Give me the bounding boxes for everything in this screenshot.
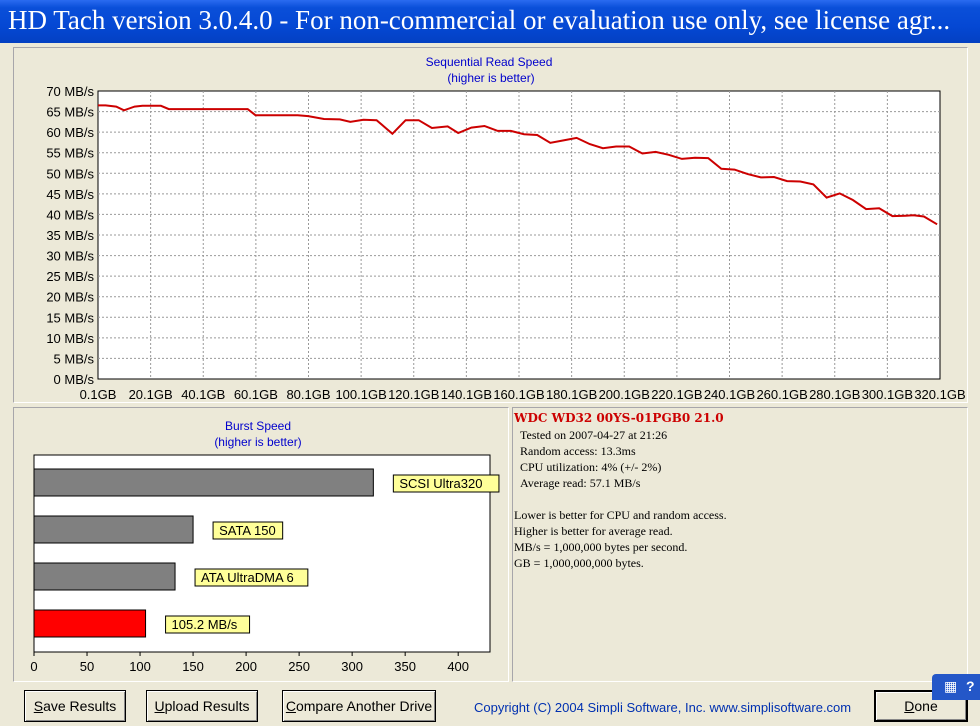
seq-chart-subtitle: (higher is better) xyxy=(447,71,534,85)
title-bar[interactable]: HD Tach version 3.0.4.0 - For non-commer… xyxy=(0,0,980,43)
seq-x-tick-label: 20.1GB xyxy=(129,387,173,402)
burst-bar-label: SCSI Ultra320 xyxy=(399,476,482,491)
info-cpu-utilization: CPU utilization: 4% (+/- 2%) xyxy=(520,460,662,474)
seq-x-tick-label: 200.1GB xyxy=(599,387,650,402)
note-higher-better: Higher is better for average read. xyxy=(514,524,673,538)
seq-x-tick-label: 100.1GB xyxy=(335,387,386,402)
seq-x-tick-label: 140.1GB xyxy=(441,387,492,402)
burst-bar-label: ATA UltraDMA 6 xyxy=(201,570,294,585)
seq-x-tick-label: 120.1GB xyxy=(388,387,439,402)
save-label: ave Results xyxy=(43,698,117,714)
compare-label: ompare Another Drive xyxy=(295,698,433,714)
language-bar[interactable]: ▦ ? xyxy=(932,674,980,700)
seq-x-tick-label: 40.1GB xyxy=(181,387,225,402)
keyboard-icon[interactable]: ▦ xyxy=(944,678,958,694)
burst-x-tick-label: 250 xyxy=(288,659,310,674)
results-info-panel xyxy=(512,407,968,682)
seq-x-tick-label: 180.1GB xyxy=(546,387,597,402)
window-title: HD Tach version 3.0.4.0 - For non-commer… xyxy=(8,5,951,35)
burst-bar-label: SATA 150 xyxy=(219,523,276,538)
note-gb-definition: GB = 1,000,000,000 bytes. xyxy=(514,556,644,570)
seq-y-tick-label: 40 MB/s xyxy=(46,207,94,222)
burst-bar-label-box xyxy=(392,474,500,493)
seq-x-tick-label: 300.1GB xyxy=(862,387,913,402)
seq-y-tick-label: 60 MB/s xyxy=(46,125,94,140)
seq-y-tick-label: 35 MB/s xyxy=(46,228,94,243)
seq-chart-title: Sequential Read Speed xyxy=(426,55,553,69)
burst-x-tick-label: 100 xyxy=(129,659,151,674)
burst-chart-subtitle: (higher is better) xyxy=(214,435,301,449)
burst-x-tick-label: 300 xyxy=(341,659,363,674)
seq-read-line xyxy=(98,104,938,226)
note-lower-better: Lower is better for CPU and random acces… xyxy=(514,508,727,522)
drive-name: WDC WD32 00YS-01PGB0 21.0 xyxy=(514,411,724,425)
upload-mnemonic: U xyxy=(154,698,165,714)
info-random-access: Random access: 13.3ms xyxy=(520,444,636,458)
burst-x-tick-label: 400 xyxy=(447,659,469,674)
compare-mnemonic: C xyxy=(285,698,296,714)
seq-x-tick-label: 160.1GB xyxy=(493,387,544,402)
seq-y-tick-label: 65 MB/s xyxy=(46,105,94,120)
seq-x-tick-label: 240.1GB xyxy=(704,387,755,402)
burst-bar-label-box xyxy=(194,568,309,587)
burst-bar-label: 105.2 MB/s xyxy=(172,617,238,632)
seq-x-tick-label: 80.1GB xyxy=(286,387,330,402)
seq-y-tick-label: 10 MB/s xyxy=(46,331,94,346)
burst-bar-label-box xyxy=(212,521,284,540)
seq-x-tick-label: 320.1GB xyxy=(914,387,965,402)
seq-y-tick-label: 0 MB/s xyxy=(54,372,95,387)
copyright-link[interactable]: Copyright (C) 2004 Simpli Software, Inc.… xyxy=(474,700,852,715)
seq-y-tick-label: 55 MB/s xyxy=(46,146,94,161)
burst-chart-title: Burst Speed xyxy=(225,419,291,433)
seq-y-tick-label: 50 MB/s xyxy=(46,166,94,181)
burst-bar xyxy=(33,515,194,544)
seq-y-tick-label: 70 MB/s xyxy=(46,84,94,99)
burst-bar xyxy=(33,562,176,591)
burst-bar-label-box xyxy=(165,615,251,634)
seq-y-tick-label: 30 MB/s xyxy=(46,249,94,264)
burst-x-tick-label: 350 xyxy=(394,659,416,674)
burst-x-tick-label: 50 xyxy=(80,659,94,674)
burst-bar-current-drive xyxy=(33,609,147,638)
note-mbs-definition: MB/s = 1,000,000 bytes per second. xyxy=(514,540,688,554)
seq-y-tick-label: 15 MB/s xyxy=(46,310,94,325)
info-tested-on: Tested on 2007-04-27 at 21:26 xyxy=(520,428,668,442)
seq-x-tick-label: 220.1GB xyxy=(651,387,702,402)
info-average-read: Average read: 57.1 MB/s xyxy=(520,476,641,490)
seq-x-tick-label: 280.1GB xyxy=(809,387,860,402)
done-label: one xyxy=(914,698,938,714)
seq-x-tick-label: 60.1GB xyxy=(234,387,278,402)
help-icon[interactable]: ? xyxy=(966,678,975,694)
seq-y-tick-label: 20 MB/s xyxy=(46,290,94,305)
burst-x-tick-label: 150 xyxy=(182,659,204,674)
seq-y-tick-label: 5 MB/s xyxy=(54,351,95,366)
save-mnemonic: S xyxy=(33,698,44,714)
burst-x-tick-label: 0 xyxy=(30,659,37,674)
done-mnemonic: D xyxy=(904,698,915,714)
upload-label: pload Results xyxy=(164,698,250,714)
burst-x-tick-label: 200 xyxy=(235,659,257,674)
seq-x-tick-label: 260.1GB xyxy=(756,387,807,402)
seq-x-tick-label: 0.1GB xyxy=(80,387,117,402)
seq-y-tick-label: 45 MB/s xyxy=(46,187,94,202)
burst-bar xyxy=(33,468,374,497)
seq-y-tick-label: 25 MB/s xyxy=(46,269,94,284)
